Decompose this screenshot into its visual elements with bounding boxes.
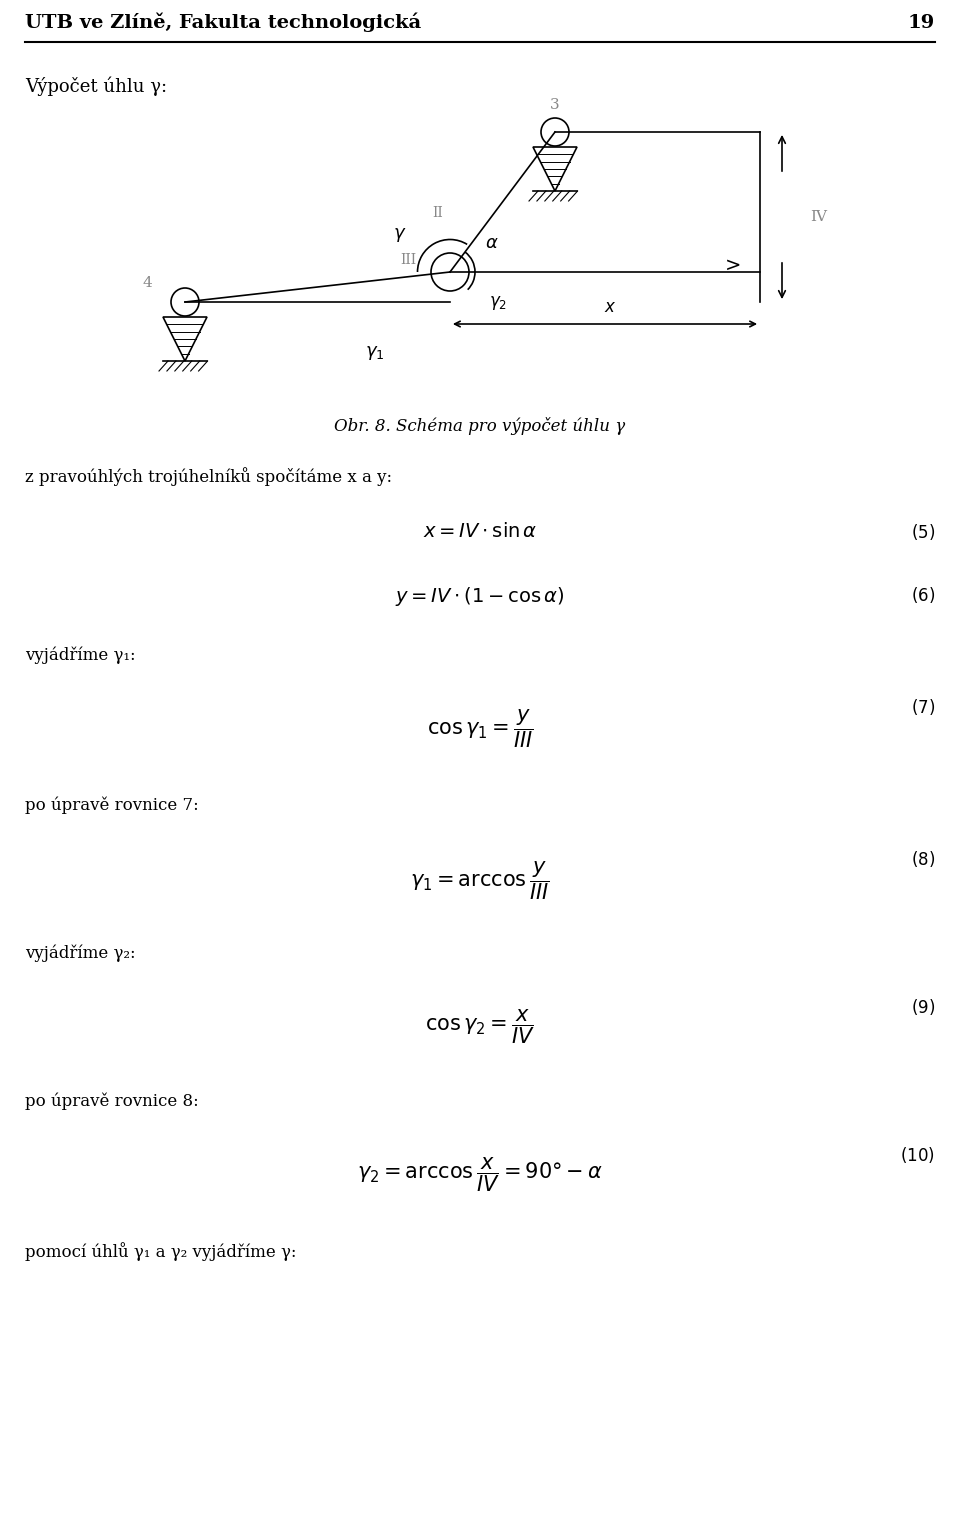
Text: II: II [433,206,444,220]
Text: $x = IV \cdot \sin \alpha$: $x = IV \cdot \sin \alpha$ [422,522,538,541]
Text: $(8)$: $(8)$ [911,849,935,869]
Text: $(7)$: $(7)$ [911,696,935,718]
Text: Obr. 8. Schéma pro výpočet úhlu γ: Obr. 8. Schéma pro výpočet úhlu γ [334,417,626,435]
Text: $(5)$: $(5)$ [911,522,935,542]
Text: $\!>$: $\!>$ [724,257,740,275]
Text: pomocí úhlů γ₁ a γ₂ vyjádříme γ:: pomocí úhlů γ₁ a γ₂ vyjádříme γ: [25,1241,297,1261]
Text: po úpravě rovnice 8:: po úpravě rovnice 8: [25,1092,199,1110]
Text: $(10)$: $(10)$ [900,1145,935,1165]
Text: $(6)$: $(6)$ [911,585,935,605]
Text: $y = IV \cdot (1 - \cos \alpha)$: $y = IV \cdot (1 - \cos \alpha)$ [396,585,564,608]
Text: $\alpha$: $\alpha$ [485,234,499,252]
Text: $\cos \gamma_1 = \dfrac{y}{III}$: $\cos \gamma_1 = \dfrac{y}{III}$ [426,707,534,750]
Text: vyjádříme γ₁:: vyjádříme γ₁: [25,647,135,664]
Text: z pravoúhlých trojúhelníků spočítáme x a y:: z pravoúhlých trojúhelníků spočítáme x a… [25,467,392,486]
Text: $\gamma$: $\gamma$ [394,226,407,244]
Text: $(9)$: $(9)$ [911,997,935,1017]
Text: vyjádříme γ₂:: vyjádříme γ₂: [25,945,135,962]
Text: $\gamma_2$: $\gamma_2$ [489,295,507,312]
Text: 4: 4 [142,276,152,290]
Text: Výpočet úhlu γ:: Výpočet úhlu γ: [25,76,167,96]
Text: IV: IV [810,211,827,224]
Text: 19: 19 [908,14,935,32]
Text: $\gamma_2 = \arccos \dfrac{x}{IV} = 90° - \alpha$: $\gamma_2 = \arccos \dfrac{x}{IV} = 90° … [357,1154,603,1194]
Text: III: III [400,253,416,267]
Text: $\cos \gamma_2 = \dfrac{x}{IV}$: $\cos \gamma_2 = \dfrac{x}{IV}$ [425,1006,535,1046]
Text: UTB ve Zlíně, Fakulta technologická: UTB ve Zlíně, Fakulta technologická [25,12,421,32]
Text: $x$: $x$ [604,299,616,316]
Text: 3: 3 [550,98,560,111]
Text: $\gamma_1$: $\gamma_1$ [365,344,385,362]
Text: $\gamma_1 = \arccos \dfrac{y}{III}$: $\gamma_1 = \arccos \dfrac{y}{III}$ [410,860,550,901]
Text: po úpravě rovnice 7:: po úpravě rovnice 7: [25,797,199,814]
